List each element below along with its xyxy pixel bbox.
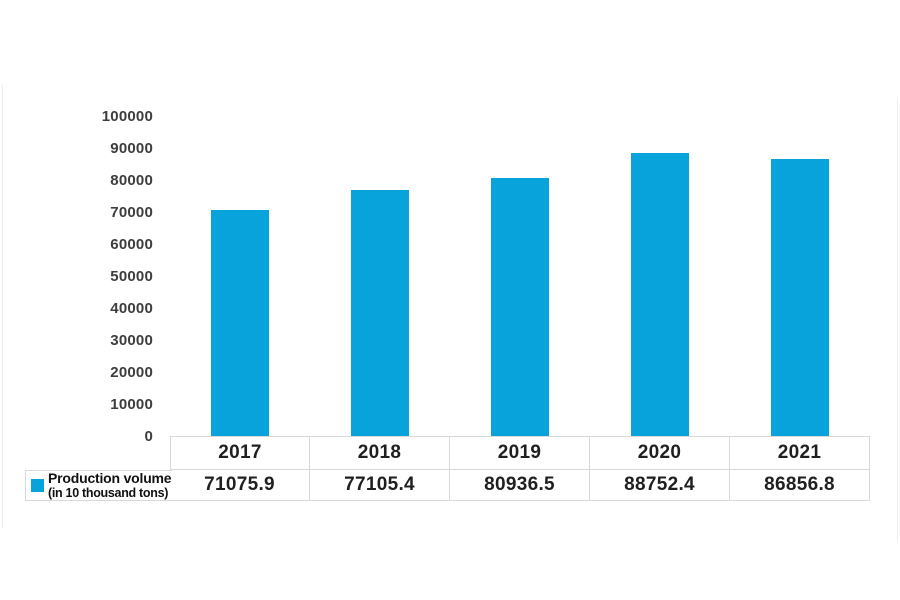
legend-text: Production volume (in 10 thousand tons) [48,470,172,501]
value-label: 71075.9 [204,474,275,495]
year-label: 2021 [777,442,822,463]
value-cell: 86856.8 [730,470,870,501]
y-axis-tick-label: 30000 [110,332,153,349]
y-axis-tick-label: 90000 [110,140,153,157]
y-axis-tick-label: 40000 [110,300,153,317]
year-label: 2017 [218,442,262,463]
y-axis-tick-label: 100000 [101,108,153,125]
y-axis-tick-label: 50000 [110,268,153,285]
legend-label: Production volume [48,470,172,486]
y-axis-tick-label: 0 [144,428,153,445]
legend-cell: Production volume (in 10 thousand tons) [25,470,172,501]
legend-swatch-icon [31,479,44,492]
y-axis-tick-label: 10000 [110,396,153,413]
year-label: 2019 [497,442,542,463]
table-value-row: 71075.9 77105.4 80936.5 88752.4 86856.8 [170,470,870,501]
year-header-cell: 2019 [450,436,590,470]
y-axis-tick-label: 80000 [110,172,153,189]
bar [351,190,409,437]
year-label: 2020 [637,442,682,463]
year-header-cell: 2021 [730,436,870,470]
year-label: 2018 [357,442,402,463]
year-header-cell: 2018 [310,436,450,470]
y-axis-tick-label: 60000 [110,236,153,253]
value-label: 77105.4 [344,474,415,495]
value-label: 86856.8 [764,474,835,495]
value-cell: 80936.5 [450,470,590,501]
value-label: 88752.4 [624,474,695,495]
value-cell: 77105.4 [310,470,450,501]
bar [771,159,829,437]
y-axis-tick-label: 20000 [110,364,153,381]
value-cell: 88752.4 [590,470,730,501]
canvas-right-border [897,100,898,540]
legend-sublabel: (in 10 thousand tons) [48,486,169,500]
value-cell: 71075.9 [170,470,310,501]
bar [211,209,269,437]
bar [631,153,689,437]
year-header-cell: 2017 [170,436,310,470]
value-label: 80936.5 [484,474,555,495]
bar [491,178,549,437]
year-header-cell: 2020 [590,436,730,470]
table-header-row: 2017 2018 2019 2020 2021 [170,436,870,470]
canvas-left-border [2,85,3,528]
y-axis-tick-label: 70000 [110,204,153,221]
